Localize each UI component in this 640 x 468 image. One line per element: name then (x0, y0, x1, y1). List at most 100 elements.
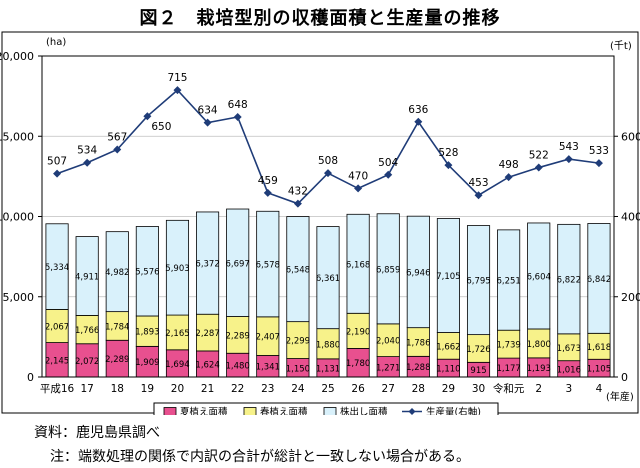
legend-ratoon-swatch (323, 407, 337, 415)
source-note: 資料：鹿児島県調べ (34, 425, 160, 441)
bar-value-label: 2,067 (45, 322, 69, 332)
production-value-label: 534 (77, 145, 97, 157)
bar-value-label: 1,673 (557, 344, 581, 354)
bar-value-label: 5,903 (165, 264, 189, 274)
production-value-label: 636 (408, 104, 428, 116)
bar-value-label: 6,604 (527, 272, 551, 282)
bar-value-label: 1,288 (406, 363, 430, 373)
production-marker (263, 188, 272, 197)
bars-layer (45, 208, 611, 378)
axes-layer: 0 5,000 10,000 15,000 20,000 0 200 400 600 (ha) (千… (0, 37, 640, 403)
production-value-label: 453 (469, 177, 489, 189)
bar-value-label: 1,766 (75, 326, 99, 336)
bar-segment-ratoon (557, 223, 581, 335)
y-right-tick-label: 200 (621, 291, 640, 304)
production-marker (203, 118, 212, 127)
bar-value-label: 2,287 (195, 329, 219, 339)
bar-value-label: 1,193 (527, 364, 551, 374)
production-marker (324, 169, 332, 178)
production-marker (474, 191, 483, 200)
bar-value-label: 2,165 (165, 329, 189, 339)
bar-segment-ratoon (165, 219, 190, 316)
bar-value-label: 1,662 (436, 342, 460, 352)
production-value-label: 508 (318, 155, 338, 167)
bar-value-label: 1,739 (496, 341, 520, 351)
bar-value-label: 6,168 (346, 260, 370, 270)
bar-value-label: 6,372 (195, 260, 219, 270)
production-value-label: 528 (438, 147, 458, 159)
production-marker (173, 86, 182, 95)
bar-value-label: 2,072 (75, 357, 99, 367)
bar-segment-ratoon (497, 229, 521, 331)
bar-value-label: 2,289 (226, 331, 250, 341)
legend-summer-label: 夏植え面積 (180, 406, 228, 415)
bar-value-label: 1,271 (376, 363, 400, 373)
bar-value-label: 6,842 (587, 275, 611, 285)
bar-value-label: 6,822 (557, 276, 581, 286)
bar-value-label: 1,893 (135, 328, 159, 338)
bar-value-label: 1,909 (135, 358, 159, 368)
bar-value-label: 1,110 (436, 365, 460, 375)
x-tick-label: 23 (261, 383, 274, 395)
x-tick-label: 3 (565, 383, 572, 395)
bar-value-label: 1,800 (527, 340, 551, 350)
bar-segment-ratoon (135, 226, 159, 317)
x-tick-label: 17 (80, 383, 93, 395)
production-value-label: 504 (378, 157, 398, 169)
bar-segment-ratoon (436, 218, 460, 333)
bar-value-label: 4,982 (105, 268, 129, 278)
production-marker (444, 161, 453, 170)
production-value-label: 634 (198, 105, 218, 117)
bar-value-label: 1,131 (316, 364, 340, 374)
line-layer (53, 86, 603, 208)
production-value-label: 459 (258, 175, 278, 187)
production-value-label: 522 (529, 150, 549, 162)
bar-segment-ratoon (406, 215, 430, 329)
bar-value-label: 1,177 (496, 364, 520, 374)
y-left-tick-label: 20,000 (0, 50, 34, 63)
bar-value-label: 2,299 (286, 337, 310, 347)
y-right-tick-label: 0 (621, 371, 628, 384)
x-tick-label: 28 (412, 383, 425, 395)
chart: 2,145 2,067 5,334 2,072 1,766 4,911 2,289 1,784… (0, 31, 640, 415)
bar-value-label: 6,697 (226, 259, 250, 269)
bar-segment-ratoon (286, 216, 310, 323)
bar-value-label: 6,859 (376, 265, 400, 275)
bar-value-label: 5,576 (135, 268, 159, 278)
legend-spring-swatch (243, 407, 257, 415)
legend-production-marker (408, 408, 416, 415)
x-tick-label: 26 (351, 383, 365, 395)
bar-value-label: 6,251 (496, 277, 520, 287)
production-value-label: 715 (167, 72, 187, 84)
x-tick-label: 22 (231, 383, 244, 395)
bar-value-label: 1,341 (256, 363, 280, 373)
x-tick-label: 24 (291, 383, 305, 395)
bar-value-label: 2,145 (45, 356, 69, 366)
bar-value-label: 2,040 (376, 337, 400, 347)
production-value-label: 432 (288, 186, 308, 198)
production-marker (233, 112, 242, 121)
bar-value-label: 4,911 (75, 272, 99, 282)
bar-segment-ratoon (587, 223, 611, 334)
bar-value-label: 1,016 (557, 365, 581, 375)
x-tick-label: 令和元 (493, 382, 525, 395)
x-tick-label: 21 (201, 383, 214, 395)
x-tick-label: 4 (596, 383, 603, 395)
footnote: 注：端数処理の関係で内訳の合計が総計と一致しない場合がある。 (50, 449, 470, 465)
production-marker (504, 173, 513, 182)
x-tick-label: 29 (442, 383, 455, 395)
x-tick-label: 30 (472, 383, 485, 395)
y-left-tick-label: 15,000 (0, 130, 34, 143)
x-tick-label: 27 (382, 383, 395, 395)
bar-segment-ratoon (226, 208, 250, 317)
bar-value-label: 1,726 (466, 345, 490, 355)
chart-title: 図２ 栽培型別の収穫面積と生産量の推移 (139, 8, 501, 29)
production-marker (113, 145, 122, 154)
y-left-unit: (ha) (46, 37, 66, 48)
bar-value-label: 6,548 (286, 266, 310, 276)
production-value-label: 648 (228, 99, 248, 111)
x-tick-label: 20 (171, 383, 184, 395)
bar-value-label: 915 (470, 366, 486, 376)
bar-segment-ratoon (196, 211, 220, 315)
bar-value-label: 1,105 (587, 365, 611, 375)
